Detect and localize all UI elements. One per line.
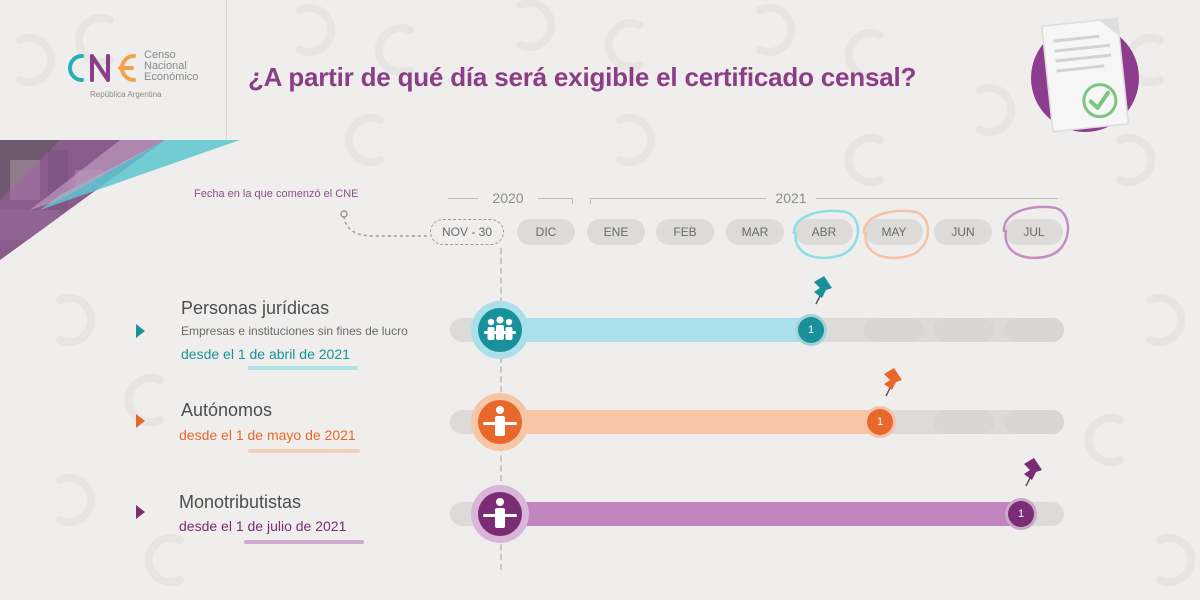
note-connector [340,210,430,237]
certificate-check-icon [1031,17,1139,133]
end-marker-personas: 1 [795,314,827,346]
header-divider [226,0,227,140]
track-seg-jul-personas [1004,318,1064,342]
pin-icon-autonomos [884,368,902,397]
row-label-personas: Personas jurídicas [181,298,330,318]
logo-line-2: Nacional [144,60,187,72]
row-sublabel-personas: Empresas e instituciones sin fines de lu… [181,324,408,338]
bar-monotributistas [500,502,1036,526]
highlight-circle-may [862,209,930,260]
bar-autonomos [500,410,894,434]
year-tick-2021 [590,198,591,204]
month-jul: JUL [1005,219,1063,245]
row-date-monotributistas: desde el 1 de julio de 2021 [179,518,347,534]
logo-subtitle: República Argentina [90,90,162,99]
group-people-icon [478,308,522,352]
month-may: MAY [865,219,923,245]
month-ene: ENE [587,219,645,245]
year-line-2020-left [448,198,478,199]
bar-personas [500,318,822,342]
date-underline-autonomos [248,449,360,453]
logo-line-1: Censo [144,49,176,61]
highlight-circle-abr [792,209,860,260]
year-2020-label: 2020 [492,190,524,206]
pin-icon-personas [814,276,832,305]
logo-line-3: Económico [144,71,199,83]
page-title: ¿A partir de qué día será exigible el ce… [248,62,917,92]
circle-autonomos [471,393,529,451]
row-arrow-personas [136,324,145,338]
photo-banner [0,140,240,260]
end-marker-autonomos: 1 [864,406,896,438]
circle-monotributistas [471,485,529,543]
year-2021-label: 2021 [775,190,807,206]
row-label-autonomos: Autónomos [181,400,273,420]
month-mar: MAR [726,219,784,245]
person-icon [478,400,522,444]
cne-logo: Censo Nacional Económico República Argen… [62,48,222,108]
pin-icon-monotributistas [1024,458,1042,487]
row-arrow-autonomos [136,414,145,428]
track-seg-jun-autonomos [934,410,994,434]
logo-text: Censo Nacional Económico [144,50,198,83]
month-nov-30: NOV - 30 [430,219,504,245]
start-date-note: Fecha en la que comenzó el CNE [194,188,359,200]
cne-logo-mark [68,54,136,82]
date-underline-monotributistas [244,540,364,544]
month-feb: FEB [656,219,714,245]
year-line-2021-left [590,198,766,199]
month-dic: DIC [517,219,575,245]
track-seg-jun-personas [934,318,994,342]
row-arrow-monotributistas [136,505,145,519]
track-seg-may-personas [864,318,924,342]
track-seg-jul-autonomos [1004,410,1064,434]
month-abr: ABR [795,219,853,245]
row-date-autonomos: desde el 1 de mayo de 2021 [179,427,356,443]
date-underline-personas [248,366,358,370]
year-line-2021-right [816,198,1058,199]
row-label-monotributistas: Monotributistas [179,492,302,512]
end-marker-monotributistas: 1 [1005,498,1037,530]
year-line-2020-right [538,198,572,199]
circle-personas [471,301,529,359]
month-jun: JUN [934,219,992,245]
year-tick-2020 [572,198,573,204]
person-icon [478,492,522,536]
row-date-personas: desde el 1 de abril de 2021 [181,346,350,362]
highlight-circle-jul [1002,205,1070,260]
